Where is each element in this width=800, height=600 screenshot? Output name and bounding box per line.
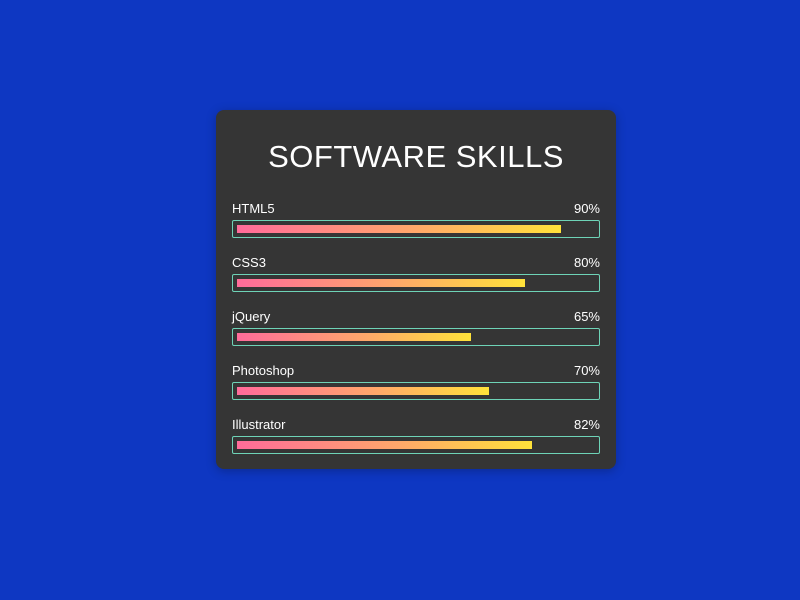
skill-name: Photoshop (232, 363, 295, 378)
progress-bar (232, 382, 600, 400)
progress-fill (237, 441, 533, 449)
progress-bar (232, 274, 600, 292)
skill-item-html5: HTML5 90% (232, 201, 600, 255)
progress-fill (237, 333, 471, 341)
skill-item-css3: CSS3 80% (232, 255, 600, 309)
skill-header: Photoshop 70% (232, 363, 600, 379)
card-title: SOFTWARE SKILLS (268, 139, 564, 174)
progress-fill (237, 279, 525, 287)
skill-name: jQuery (232, 309, 271, 324)
progress-bar (232, 220, 600, 238)
skill-percent: 82% (573, 417, 600, 432)
progress-bar (232, 328, 600, 346)
skill-header: jQuery 65% (232, 309, 600, 325)
progress-fill (237, 387, 489, 395)
skill-header: HTML5 90% (232, 201, 600, 217)
skill-name: CSS3 (232, 255, 266, 270)
skill-header: CSS3 80% (232, 255, 600, 271)
skills-list: HTML5 90% CSS3 80% jQuery 65% (232, 201, 600, 471)
skill-percent: 70% (573, 363, 600, 378)
skill-item-illustrator: Illustrator 82% (232, 417, 600, 471)
skill-percent: 65% (573, 309, 600, 324)
skill-name: HTML5 (232, 201, 275, 216)
progress-bar (232, 436, 600, 454)
skill-percent: 80% (573, 255, 600, 270)
skill-item-jquery: jQuery 65% (232, 309, 600, 363)
skill-percent: 90% (573, 201, 600, 216)
skill-header: Illustrator 82% (232, 417, 600, 433)
progress-fill (237, 225, 561, 233)
skills-card: SOFTWARE SKILLS HTML5 90% CSS3 80% jQuer… (216, 110, 616, 469)
skill-name: Illustrator (232, 417, 286, 432)
skill-item-photoshop: Photoshop 70% (232, 363, 600, 417)
